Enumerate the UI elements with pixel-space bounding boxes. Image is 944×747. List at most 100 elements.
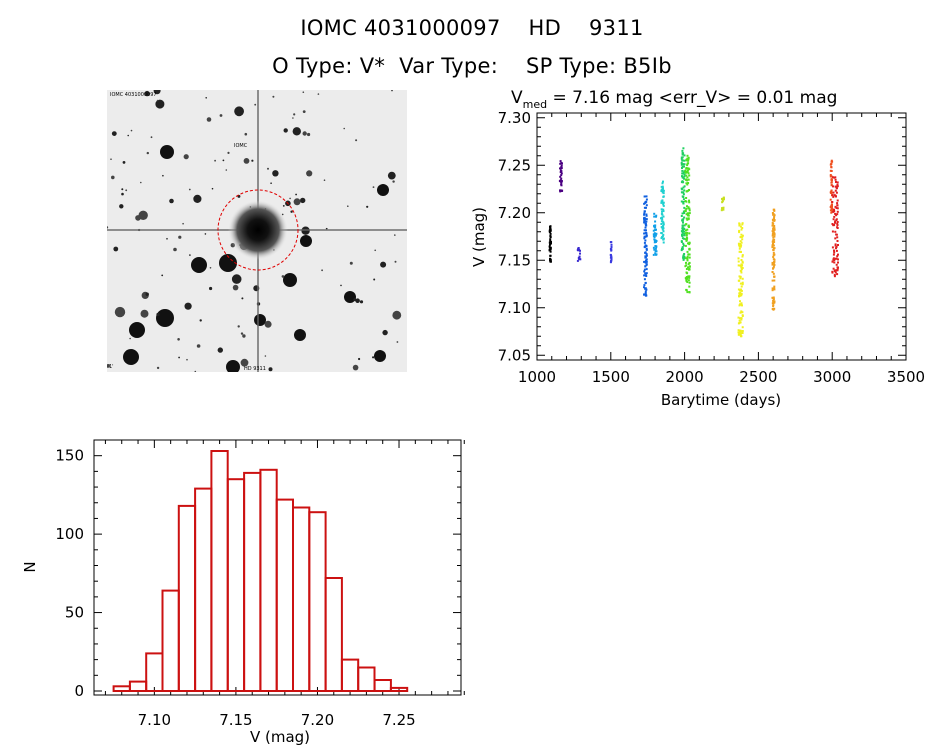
star — [292, 127, 301, 136]
lc-point — [684, 200, 687, 202]
lc-point — [559, 179, 562, 182]
star — [391, 90, 393, 92]
lc-point — [836, 268, 839, 271]
lc-point — [610, 241, 613, 244]
star — [107, 364, 110, 368]
lc-point — [685, 257, 688, 260]
hist-ytick-label: 50 — [65, 604, 84, 622]
lc-point — [662, 215, 665, 218]
lc-point — [772, 208, 775, 211]
star — [205, 97, 207, 99]
lc-point — [720, 209, 723, 212]
lc-point — [681, 169, 684, 172]
lc-point — [549, 248, 552, 251]
hist-bar — [340, 658, 360, 692]
lc-point — [643, 237, 646, 240]
lc-point — [681, 172, 684, 175]
star — [300, 197, 306, 204]
lc-point — [660, 223, 663, 225]
lc-point — [773, 215, 776, 218]
lc-point — [739, 317, 741, 320]
lc-point — [688, 212, 691, 215]
lc-point — [645, 245, 648, 248]
lc-point — [683, 163, 686, 166]
hist-bar — [373, 679, 392, 692]
lc-point — [577, 257, 580, 260]
star — [111, 175, 115, 180]
star — [234, 106, 245, 117]
lc-xtick-label: 1000 — [518, 368, 556, 386]
lc-xtick-label: 3500 — [887, 368, 925, 386]
lc-point — [685, 271, 688, 274]
star — [394, 234, 396, 236]
lc-point — [653, 224, 656, 227]
lc-point — [772, 219, 775, 222]
lc-point — [645, 214, 648, 217]
lc-point — [685, 158, 688, 161]
star — [232, 284, 239, 291]
star — [302, 91, 305, 93]
star — [206, 117, 212, 122]
lc-point — [686, 154, 689, 157]
star — [254, 314, 266, 326]
lc-point — [832, 210, 835, 213]
lc-point — [560, 164, 563, 167]
lc-point — [686, 164, 689, 167]
light-curve-plot: Vmed = 7.16 mag <err_V> = 0.01 mag 1000 1… — [470, 88, 925, 409]
lc-point — [654, 239, 657, 242]
lc-point — [685, 279, 688, 282]
lc-point — [653, 248, 656, 251]
lightcurve-axes: 1000 1500 2000 2500 3000 3500 7.05 7.10 7.15 7.20… — [498, 109, 926, 386]
lc-point — [835, 214, 838, 217]
star — [374, 249, 377, 252]
lc-point — [652, 229, 655, 232]
finder-bottom-label: HD 9311 — [244, 366, 266, 372]
hist-xtick-label: 7.15 — [219, 711, 252, 729]
lc-point — [740, 317, 743, 320]
lc-point — [741, 330, 744, 333]
lc-point — [738, 279, 741, 282]
lc-point — [738, 223, 741, 226]
lc-point — [773, 263, 776, 266]
lc-point — [741, 235, 744, 238]
star — [387, 171, 396, 180]
lc-point — [773, 307, 776, 310]
lc-point — [741, 264, 744, 267]
lc-point — [644, 290, 647, 293]
lc-xtick-label: 3000 — [813, 368, 851, 386]
lc-ytick-label: 7.25 — [498, 156, 531, 174]
lc-point — [833, 261, 836, 264]
lc-point — [549, 234, 552, 237]
lc-point — [683, 173, 686, 176]
lc-point — [738, 332, 741, 335]
lc-point — [643, 229, 646, 232]
lc-point — [688, 275, 691, 278]
lightcurve-title-prefix: V — [511, 88, 523, 108]
histogram-xlabel: V (mag) — [250, 728, 310, 746]
lc-point — [739, 329, 742, 332]
lc-point — [560, 190, 563, 192]
lc-point — [737, 331, 740, 334]
lc-point — [682, 176, 685, 179]
lc-point — [610, 249, 613, 252]
lc-point — [773, 279, 776, 282]
lc-point — [661, 213, 664, 216]
lc-point — [833, 194, 836, 197]
star — [219, 114, 223, 117]
lc-point — [771, 302, 774, 305]
lc-point — [830, 166, 833, 169]
lc-point — [681, 233, 683, 236]
lc-point — [576, 259, 579, 262]
lc-point — [686, 183, 689, 186]
lc-point — [835, 195, 837, 198]
lc-point — [830, 178, 833, 181]
lc-point — [682, 255, 685, 258]
lc-point — [830, 189, 833, 192]
lc-ytick-label: 7.30 — [498, 109, 531, 127]
lc-point — [685, 167, 688, 169]
lc-point — [682, 229, 684, 232]
lc-point — [739, 303, 741, 306]
lc-point — [686, 205, 688, 208]
star — [225, 169, 228, 171]
lc-point — [655, 246, 658, 249]
